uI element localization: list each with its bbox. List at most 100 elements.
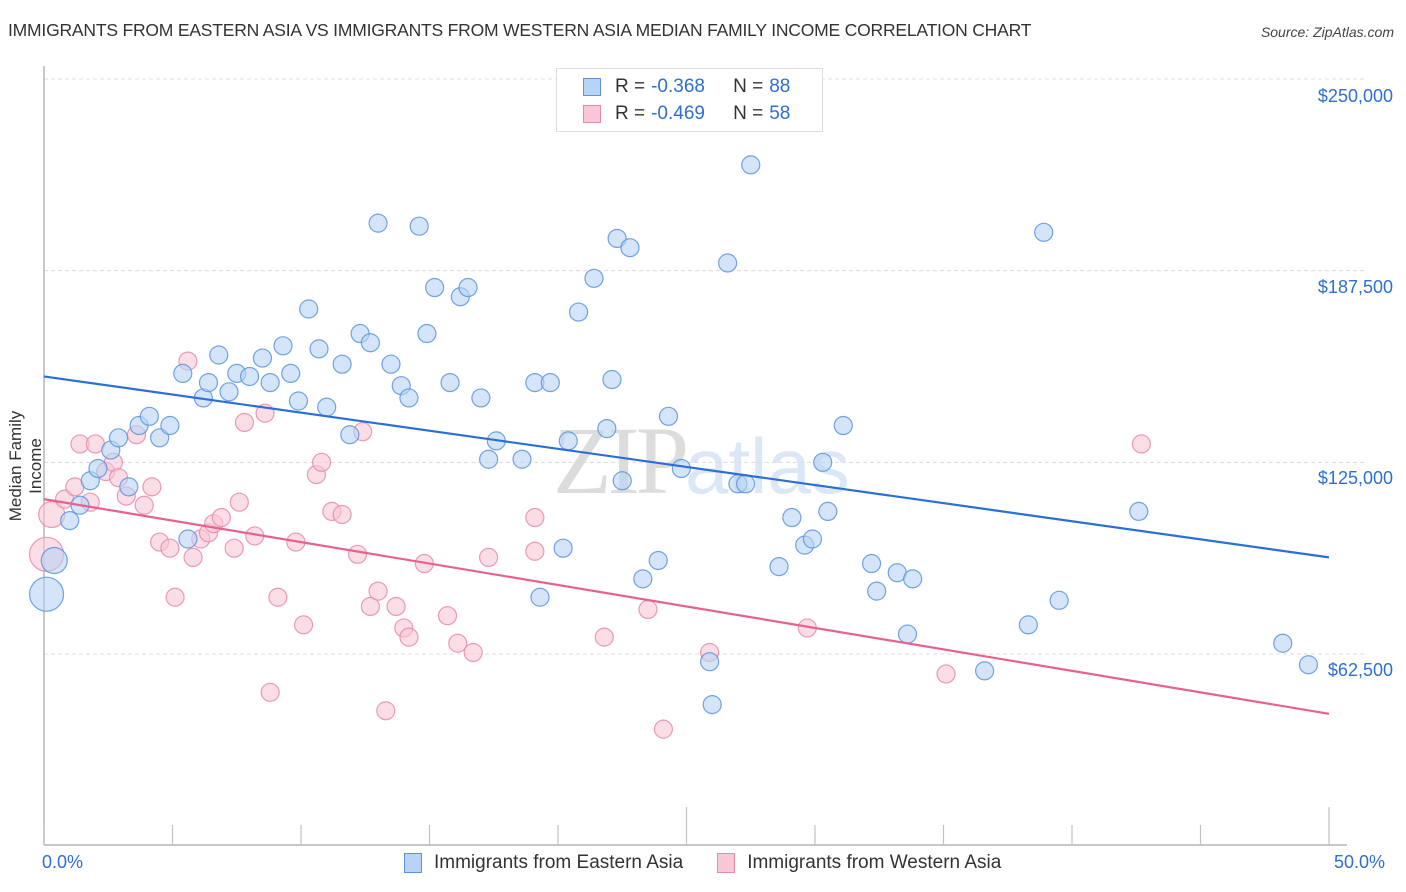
data-point-eastern-asia: [381, 354, 401, 374]
x-tick-label-max: 50.0%: [1334, 852, 1386, 872]
data-point-eastern-asia: [540, 373, 560, 393]
r-value: -0.469: [651, 103, 705, 124]
data-point-western-asia: [638, 599, 658, 620]
data-point-eastern-asia: [602, 369, 622, 390]
n-label: N =: [733, 76, 764, 97]
data-point-eastern-asia: [861, 553, 882, 574]
data-point-eastern-asia: [568, 302, 589, 322]
data-point-eastern-asia: [718, 253, 738, 273]
data-point-western-asia: [229, 492, 249, 512]
y-tick-label-62500: $62,500: [1327, 660, 1393, 680]
data-point-eastern-asia: [260, 373, 280, 393]
data-point-western-asia: [368, 581, 388, 601]
data-point-eastern-asia: [553, 538, 573, 558]
data-point-eastern-asia: [40, 546, 68, 575]
trend-line-eastern-asia: [43, 375, 1330, 559]
data-point-eastern-asia: [281, 363, 301, 383]
data-point-eastern-asia: [818, 501, 838, 521]
data-point-western-asia: [386, 596, 406, 617]
legend-label: Immigrants from Western Asia: [747, 852, 1002, 873]
data-point-eastern-asia: [512, 449, 532, 469]
data-point-western-asia: [399, 627, 419, 647]
y-tick-label-250000: $250,000: [1317, 86, 1393, 106]
data-point-eastern-asia: [252, 348, 273, 368]
data-point-eastern-asia: [558, 431, 578, 451]
data-point-eastern-asia: [867, 581, 887, 601]
data-point-eastern-asia: [1018, 615, 1038, 635]
data-point-eastern-asia: [479, 449, 499, 469]
data-point-eastern-asia: [597, 419, 617, 439]
data-point-western-asia: [594, 627, 614, 647]
data-point-eastern-asia: [28, 576, 65, 612]
data-point-eastern-asia: [1049, 590, 1069, 610]
data-point-western-asia: [448, 633, 468, 653]
legend-label: Immigrants from Eastern Asia: [434, 852, 684, 873]
data-point-eastern-asia: [60, 510, 80, 531]
data-point-eastern-asia: [530, 587, 550, 607]
data-point-eastern-asia: [1273, 633, 1293, 653]
r-label: R =: [615, 76, 646, 97]
trend-lines: [43, 375, 1330, 715]
western-asia-swatch: [717, 853, 736, 873]
correlation-legend: R = -0.368 N = 88 R = -0.469 N = 58: [556, 68, 823, 132]
data-point-western-asia: [165, 587, 185, 607]
legend-item-eastern-asia[interactable]: Immigrants from Eastern Asia: [404, 852, 683, 874]
data-point-western-asia: [134, 495, 154, 515]
data-point-western-asia: [525, 541, 545, 561]
data-point-eastern-asia: [833, 415, 853, 436]
data-point-eastern-asia: [299, 299, 319, 319]
data-point-eastern-asia: [1298, 655, 1319, 675]
data-point-western-asia: [1131, 434, 1151, 454]
data-point-eastern-asia: [802, 529, 823, 549]
data-point-eastern-asia: [440, 373, 460, 393]
data-point-eastern-asia: [173, 363, 193, 383]
data-point-eastern-asia: [782, 507, 802, 528]
n-label: N =: [733, 103, 764, 124]
data-point-eastern-asia: [219, 382, 239, 402]
eastern-asia-swatch: [404, 853, 422, 873]
r-label: R =: [615, 103, 646, 124]
data-point-eastern-asia: [108, 428, 129, 448]
data-point-western-asia: [211, 507, 231, 528]
data-point-eastern-asia: [813, 452, 833, 472]
data-point-eastern-asia: [975, 661, 995, 681]
data-point-eastern-asia: [309, 339, 329, 359]
y-axis-label: Median Family Income: [6, 410, 45, 522]
data-point-eastern-asia: [288, 391, 309, 411]
axes: [43, 66, 1347, 846]
data-point-western-asia: [479, 547, 499, 568]
data-point-eastern-asia: [340, 425, 360, 445]
y-tick-label-187500: $187,500: [1317, 277, 1393, 297]
data-point-eastern-asia: [897, 624, 918, 644]
data-point-eastern-asia: [332, 354, 352, 374]
source-credit: Source: ZipAtlas.com: [1260, 24, 1394, 40]
data-point-western-asia: [234, 412, 255, 433]
legend-item-western-asia[interactable]: Immigrants from Western Asia: [717, 852, 1001, 874]
data-point-eastern-asia: [317, 397, 337, 417]
data-point-western-asia: [311, 452, 332, 472]
trend-line-western-asia: [43, 498, 1330, 715]
data-point-western-asia: [183, 547, 203, 568]
data-point-eastern-asia: [700, 652, 720, 672]
data-point-eastern-asia: [178, 529, 198, 549]
data-point-eastern-asia: [139, 406, 159, 426]
n-value: 58: [769, 103, 791, 124]
data-point-eastern-asia: [119, 477, 139, 497]
data-point-western-asia: [260, 682, 280, 702]
data-point-eastern-asia: [1129, 501, 1149, 521]
data-point-eastern-asia: [399, 388, 419, 408]
data-point-eastern-asia: [88, 458, 108, 479]
data-point-western-asia: [142, 477, 162, 497]
data-point-eastern-asia: [741, 155, 761, 175]
data-point-eastern-asia: [273, 336, 293, 356]
data-point-western-asia: [936, 664, 956, 684]
data-point-western-asia: [463, 642, 483, 663]
data-point-eastern-asia: [160, 415, 180, 436]
data-point-eastern-asia: [658, 406, 679, 426]
data-point-western-asia: [347, 544, 368, 564]
data-point-western-asia: [525, 507, 545, 528]
data-point-eastern-asia: [620, 238, 640, 258]
data-point-eastern-asia: [648, 550, 668, 571]
y-tick-label-125000: $125,000: [1317, 468, 1393, 488]
